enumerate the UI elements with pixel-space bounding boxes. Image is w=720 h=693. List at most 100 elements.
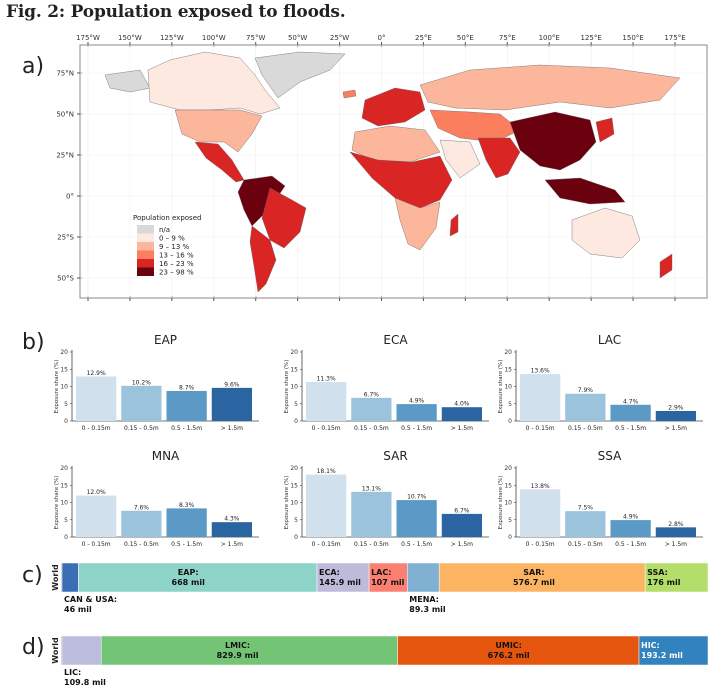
bar-lac-1 [565,393,606,421]
map-x-tick-label: 25°W [330,34,349,42]
map-region [477,137,521,179]
map-y-tick-label: 0° [66,193,74,201]
map-region [419,64,681,111]
bar-y-axis-label: Exposure share (%) [54,360,60,414]
map-legend-label: 13 – 16 % [159,252,194,260]
bar-y-tick-label: 0 [64,534,68,541]
bar-y-tick-label: 15 [290,482,298,489]
bar-y-tick-label: 20 [60,349,68,356]
bar-category-label: 0.15 - 0.5m [124,425,159,432]
bar-data-label: 6.7% [364,391,380,398]
stack-y-label: World [51,564,60,591]
bar-category-label: > 1.5m [221,425,243,432]
bar-category-label: > 1.5m [665,541,687,548]
bar-y-tick-label: 15 [290,366,298,373]
map-x-tick-label: 0° [378,34,386,42]
stack-segment-name: LAC: [371,568,391,577]
bar-data-label: 13.8% [531,483,550,490]
bar-y-tick-label: 5 [508,517,512,524]
bar-y-tick-label: 5 [508,401,512,408]
stack-segment-value: 145.9 mil [319,578,361,587]
map-region [361,87,426,127]
map-legend-label: 0 – 9 % [159,235,185,243]
bar-category-label: > 1.5m [451,425,473,432]
map-legend-swatch [137,242,154,251]
map-region [104,69,151,93]
bar-y-tick-label: 15 [504,482,512,489]
map-legend-label: n/a [159,226,170,234]
bar-ssa-3 [655,527,696,537]
stack-segment-value: 668 mil [172,578,206,587]
map-x-tick-label: 150°E [622,34,643,42]
map-x-tick-label: 75°E [499,34,516,42]
map-legend-swatch [137,250,154,259]
bar-y-axis-label: Exposure share (%) [498,476,504,530]
bar-data-label: 7.9% [578,387,594,394]
panel-label-b: b) [22,330,45,355]
map-legend-swatch [137,259,154,268]
map-legend-swatch [137,267,154,276]
bar-eap-0 [76,376,117,421]
stack-segment-name: MENA: [409,595,439,604]
stack-segment-value: 829.9 mil [217,651,259,660]
bar-data-label: 4.9% [623,514,639,521]
stack-segment-name: SAR: [523,568,544,577]
stack-segment-name: CAN & USA: [64,595,117,604]
bar-ssa-0 [520,489,561,537]
bar-data-label: 13.1% [362,485,381,492]
stack-segment-hic [638,635,709,666]
bar-y-axis-label: Exposure share (%) [284,360,290,414]
stack-segment-lic [61,635,102,666]
bar-y-tick-label: 10 [60,500,68,507]
stack-segment-value: 107 mil [371,578,405,587]
bar-subplot-title: SSA [598,449,622,463]
map-x-tick-label: 175°E [664,34,685,42]
bar-eca-0 [306,382,347,421]
stack-segment-sar [438,562,646,593]
map-x-tick-label: 100°E [539,34,560,42]
bar-y-axis-label: Exposure share (%) [498,360,504,414]
bar-data-label: 6.7% [454,507,470,514]
bar-eca-2 [396,404,437,421]
stack-segment-name: UMIC: [495,641,522,650]
bar-data-label: 11.3% [317,376,336,383]
bar-lac-0 [520,374,561,421]
bar-sar-3 [441,513,482,537]
bar-category-label: > 1.5m [665,425,687,432]
bar-category-label: 0 - 0.15m [312,541,341,548]
bar-y-tick-label: 10 [290,500,298,507]
bar-y-tick-label: 0 [64,418,68,425]
bar-category-label: 0.15 - 0.5m [354,541,389,548]
bar-y-tick-label: 5 [64,517,68,524]
stack-segment-value: 193.2 mil [641,651,683,660]
bar-ssa-1 [565,511,606,537]
stack-segment-lmic [100,635,398,666]
bar-category-label: 0.5 - 1.5m [401,425,432,432]
bar-subplot-title: ECA [383,333,408,347]
map-region [394,197,441,251]
bar-y-tick-label: 20 [60,465,68,472]
bar-y-axis-label: Exposure share (%) [284,476,290,530]
map-x-tick-label: 50°E [457,34,474,42]
bar-y-tick-label: 10 [60,384,68,391]
stack-segment-name: LIC: [64,668,81,677]
bar-subplot-title: SAR [383,449,407,463]
map-x-tick-label: 50°W [288,34,307,42]
bar-y-axis-label: Exposure share (%) [54,476,60,530]
bar-category-label: 0.5 - 1.5m [401,541,432,548]
bar-y-tick-label: 20 [290,349,298,356]
bar-y-tick-label: 5 [294,401,298,408]
map-region [595,117,615,143]
bar-category-label: 0 - 0.15m [82,541,111,548]
bar-eap-1 [121,385,162,421]
map-x-tick-label: 125°E [580,34,601,42]
map-y-tick-label: 25°S [57,234,74,242]
bar-data-label: 9.6% [224,381,240,388]
map-region [351,125,441,163]
bar-category-label: 0.15 - 0.5m [568,541,603,548]
stack-segment-name: SSA: [647,568,668,577]
bar-category-label: > 1.5m [451,541,473,548]
bar-sar-0 [306,474,347,537]
